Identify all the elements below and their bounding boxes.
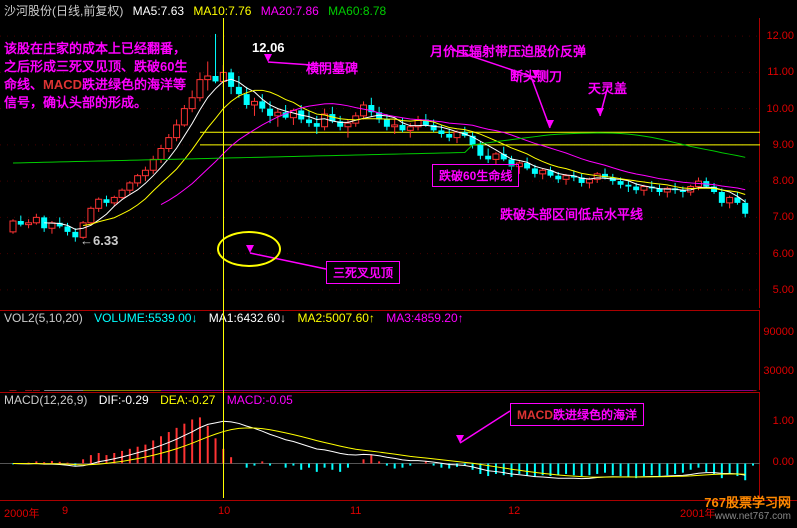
macd-y-axis: 0.001.00 <box>760 392 797 498</box>
stock-title: 沙河股份(日线,前复权) <box>4 4 123 18</box>
chart-header: 沙河股份(日线,前复权) MA5:7.63 MA10:7.76 MA20:7.8… <box>4 2 392 19</box>
watermark-title: 767股票学习网 <box>704 492 791 511</box>
time-axis: 2000年91011122001年 <box>0 500 797 526</box>
price-chart: 该股在庄家的成本上已经翻番，之后形成三死叉见顶、跌破60生命线、MACD跌进绿色… <box>0 18 760 308</box>
price-y-axis: 5.006.007.008.009.0010.0011.0012.00 <box>760 18 797 308</box>
watermark-url: www.net767.com <box>704 511 791 522</box>
volume-panel: VOL2(5,10,20) VOLUME:5539.00↓ MA1:6432.6… <box>0 310 760 390</box>
ma60-label: MA60:8.78 <box>328 4 386 18</box>
volume-svg <box>0 311 760 391</box>
commentary-text: 该股在庄家的成本上已经翻番，之后形成三死叉见顶、跌破60生命线、MACD跌进绿色… <box>4 40 189 112</box>
volume-y-axis: 3000090000 <box>760 310 797 390</box>
ma5-label: MA5:7.63 <box>133 4 184 18</box>
ma10-label: MA10:7.76 <box>193 4 251 18</box>
macd-panel: MACD(12,26,9) DIF:-0.29 DEA:-0.27 MACD:-… <box>0 392 760 498</box>
watermark: 767股票学习网 www.net767.com <box>704 492 791 522</box>
ma20-label: MA20:7.86 <box>261 4 319 18</box>
macd-svg <box>0 393 760 499</box>
